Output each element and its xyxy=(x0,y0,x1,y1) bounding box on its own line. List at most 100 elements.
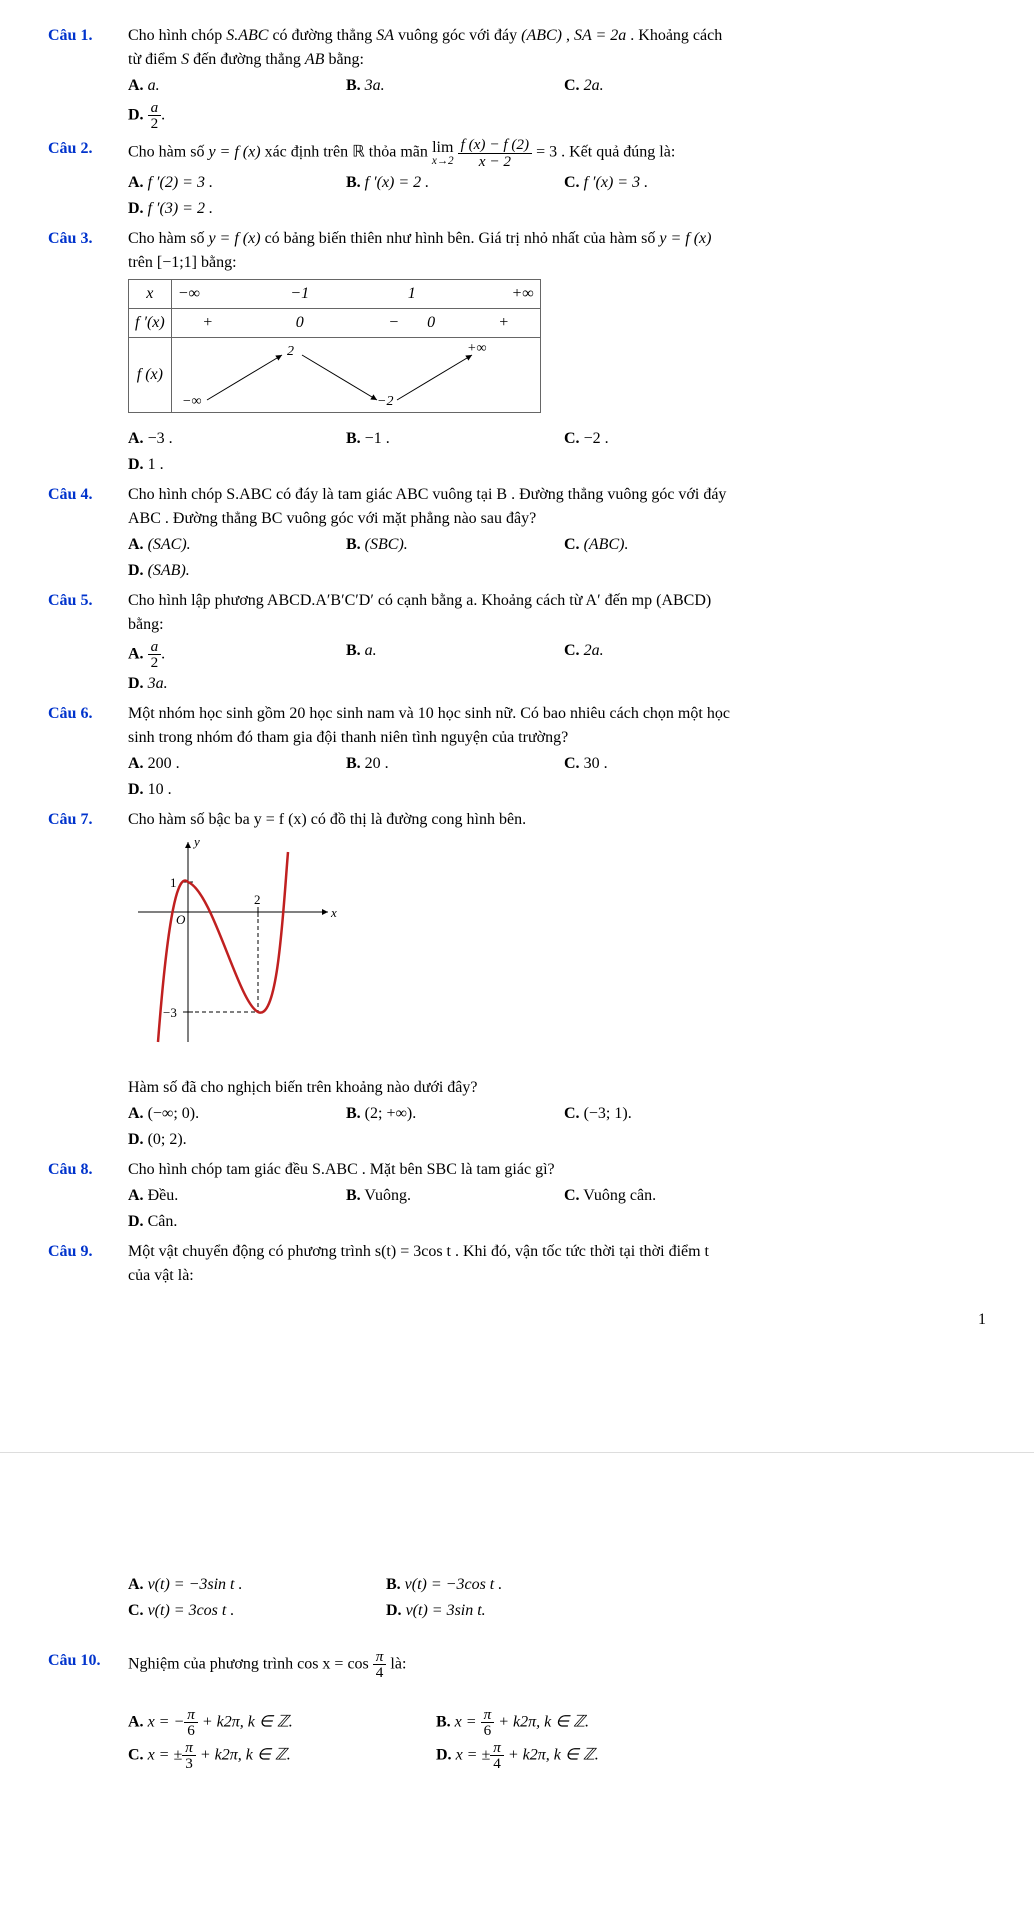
opt-letter: A. xyxy=(128,174,144,191)
option-a: A. (−∞; 0). xyxy=(128,1102,338,1126)
opt-text: 3a. xyxy=(148,675,168,692)
cell: − xyxy=(388,314,399,331)
label-num: 10. xyxy=(80,1652,100,1669)
opt-letter: D. xyxy=(128,1131,144,1148)
label-num: 1. xyxy=(80,27,92,44)
opt-text: 3a. xyxy=(365,77,385,94)
opt-post: + k2π, k ∈ ℤ. xyxy=(494,1713,589,1730)
opt-text: v(t) = 3sin t. xyxy=(406,1602,486,1619)
denominator: 4 xyxy=(373,1665,387,1680)
option-c: C. 2a. xyxy=(564,639,774,670)
options: A. (SAC). B. (SBC). C. (ABC). D. (SAB). xyxy=(128,533,986,585)
option-c: C. Vuông cân. xyxy=(564,1184,774,1208)
opt-text: (SAB). xyxy=(148,562,190,579)
math: S.ABC xyxy=(226,27,268,44)
question-4: Câu 4. Cho hình chóp S.ABC có đáy là tam… xyxy=(48,483,986,585)
question-body: Cho hình chóp S.ABC có đường thẳng SA vu… xyxy=(128,24,986,133)
svg-text:−3: −3 xyxy=(163,1005,177,1020)
opt-letter: B. xyxy=(346,430,361,447)
question-10: Câu 10. Nghiệm của phương trình cos x = … xyxy=(48,1649,986,1773)
text: Cho hình chóp xyxy=(128,27,226,44)
opt-letter: A. xyxy=(128,645,144,662)
option-a: A. (SAC). xyxy=(128,533,338,557)
opt-text: Cân. xyxy=(148,1213,178,1230)
option-d: D. 3a. xyxy=(128,672,338,696)
question-3: Câu 3. Cho hàm số y = f (x) có bảng biến… xyxy=(48,227,986,479)
options: A. f ′(2) = 3 . B. f ′(x) = 2 . C. f ′(x… xyxy=(128,171,986,223)
math: y = f (x) xyxy=(208,230,260,247)
text: = 3 . Kết quả đúng là: xyxy=(536,144,675,161)
cell: + xyxy=(171,308,244,337)
lim-bot: x→2 xyxy=(432,156,454,167)
question-6: Câu 6. Một nhóm học sinh gồm 20 học sinh… xyxy=(48,702,986,804)
opt-text: v(t) = −3sin t . xyxy=(148,1576,243,1593)
opt-letter: B. xyxy=(436,1713,451,1730)
question-2: Câu 2. Cho hàm số y = f (x) xác định trê… xyxy=(48,137,986,222)
options: A. a 2 . B. a. C. 2a. D. 3a. xyxy=(128,639,986,698)
opt-text: a. xyxy=(148,77,160,94)
option-d: D. 1 . xyxy=(128,453,338,477)
opt-text: (SBC). xyxy=(365,536,408,553)
option-d: D. v(t) = 3sin t. xyxy=(386,1599,636,1623)
question-body: Cho hình chóp tam giác đều S.ABC . Mặt b… xyxy=(128,1158,986,1236)
denominator: x − 2 xyxy=(458,154,532,169)
opt-letter: A. xyxy=(128,755,144,772)
numerator: a xyxy=(148,639,162,655)
opt-post: + k2π, k ∈ ℤ. xyxy=(196,1746,291,1763)
cell: 0 xyxy=(427,314,435,331)
opt-letter: C. xyxy=(564,174,580,191)
option-d: D. 10 . xyxy=(128,778,338,802)
option-a: A. v(t) = −3sin t . xyxy=(128,1573,378,1597)
opt-text: f ′(2) = 3 . xyxy=(148,174,213,191)
option-a: A. a 2 . xyxy=(128,639,338,670)
text: Một vật chuyển động có phương trình s(t)… xyxy=(128,1243,709,1260)
opt-pre: x = xyxy=(455,1713,481,1730)
variation-arrows: −∞ 2 −2 +∞ xyxy=(172,340,492,410)
label-prefix: Câu xyxy=(48,140,76,157)
denominator: 2 xyxy=(148,116,162,131)
option-d: D. (0; 2). xyxy=(128,1128,338,1152)
opt-text: v(t) = −3cos t . xyxy=(405,1576,503,1593)
option-a: A. 200 . xyxy=(128,752,338,776)
question-body: Cho hàm số y = f (x) có bảng biến thiên … xyxy=(128,227,986,479)
option-a: A. a. xyxy=(128,74,338,98)
question-body: Một vật chuyển động có phương trình s(t)… xyxy=(128,1240,986,1288)
option-c: C. 2a. xyxy=(564,74,774,98)
opt-text: 2a. xyxy=(584,77,604,94)
option-b: B. f ′(x) = 2 . xyxy=(346,171,556,195)
cell: −1 xyxy=(244,280,356,309)
opt-letter: B. xyxy=(346,536,361,553)
label-prefix: Câu xyxy=(48,1243,76,1260)
text: bằng: xyxy=(328,51,364,68)
opt-letter: C. xyxy=(564,430,580,447)
label-num: 2. xyxy=(80,140,92,157)
label-num: 7. xyxy=(80,811,92,828)
fraction: a 2 xyxy=(148,100,162,131)
fraction: f (x) − f (2) x − 2 xyxy=(458,137,532,168)
question-label: Câu 5. xyxy=(48,589,128,698)
option-b: B. 3a. xyxy=(346,74,556,98)
numerator: π xyxy=(184,1707,198,1723)
opt-text: −3 . xyxy=(148,430,173,447)
opt-text: Đều. xyxy=(148,1187,179,1204)
opt-letter: B. xyxy=(346,1105,361,1122)
numerator: π xyxy=(373,1649,387,1665)
page-1: Câu 1. Cho hình chóp S.ABC có đường thẳn… xyxy=(48,24,986,1332)
opt-letter: D. xyxy=(128,456,144,473)
val: −2 xyxy=(377,394,393,409)
opt-letter: B. xyxy=(346,1187,361,1204)
question-label: Câu 3. xyxy=(48,227,128,479)
option-c: C. x = ±π3 + k2π, k ∈ ℤ. xyxy=(128,1740,428,1771)
fraction: π6 xyxy=(184,1707,198,1738)
question-body: Cho hàm số bậc ba y = f (x) có đồ thị là… xyxy=(128,808,986,1154)
math: ℝ xyxy=(352,144,365,161)
opt-letter: A. xyxy=(128,1576,144,1593)
denominator: 4 xyxy=(490,1756,504,1771)
opt-letter: A. xyxy=(128,77,144,94)
opt-letter: C. xyxy=(564,536,580,553)
svg-text:2: 2 xyxy=(254,892,261,907)
opt-text: (ABC). xyxy=(584,536,629,553)
opt-letter: B. xyxy=(386,1576,401,1593)
opt-text: Vuông cân. xyxy=(583,1187,656,1204)
opt-text: a. xyxy=(365,642,377,659)
